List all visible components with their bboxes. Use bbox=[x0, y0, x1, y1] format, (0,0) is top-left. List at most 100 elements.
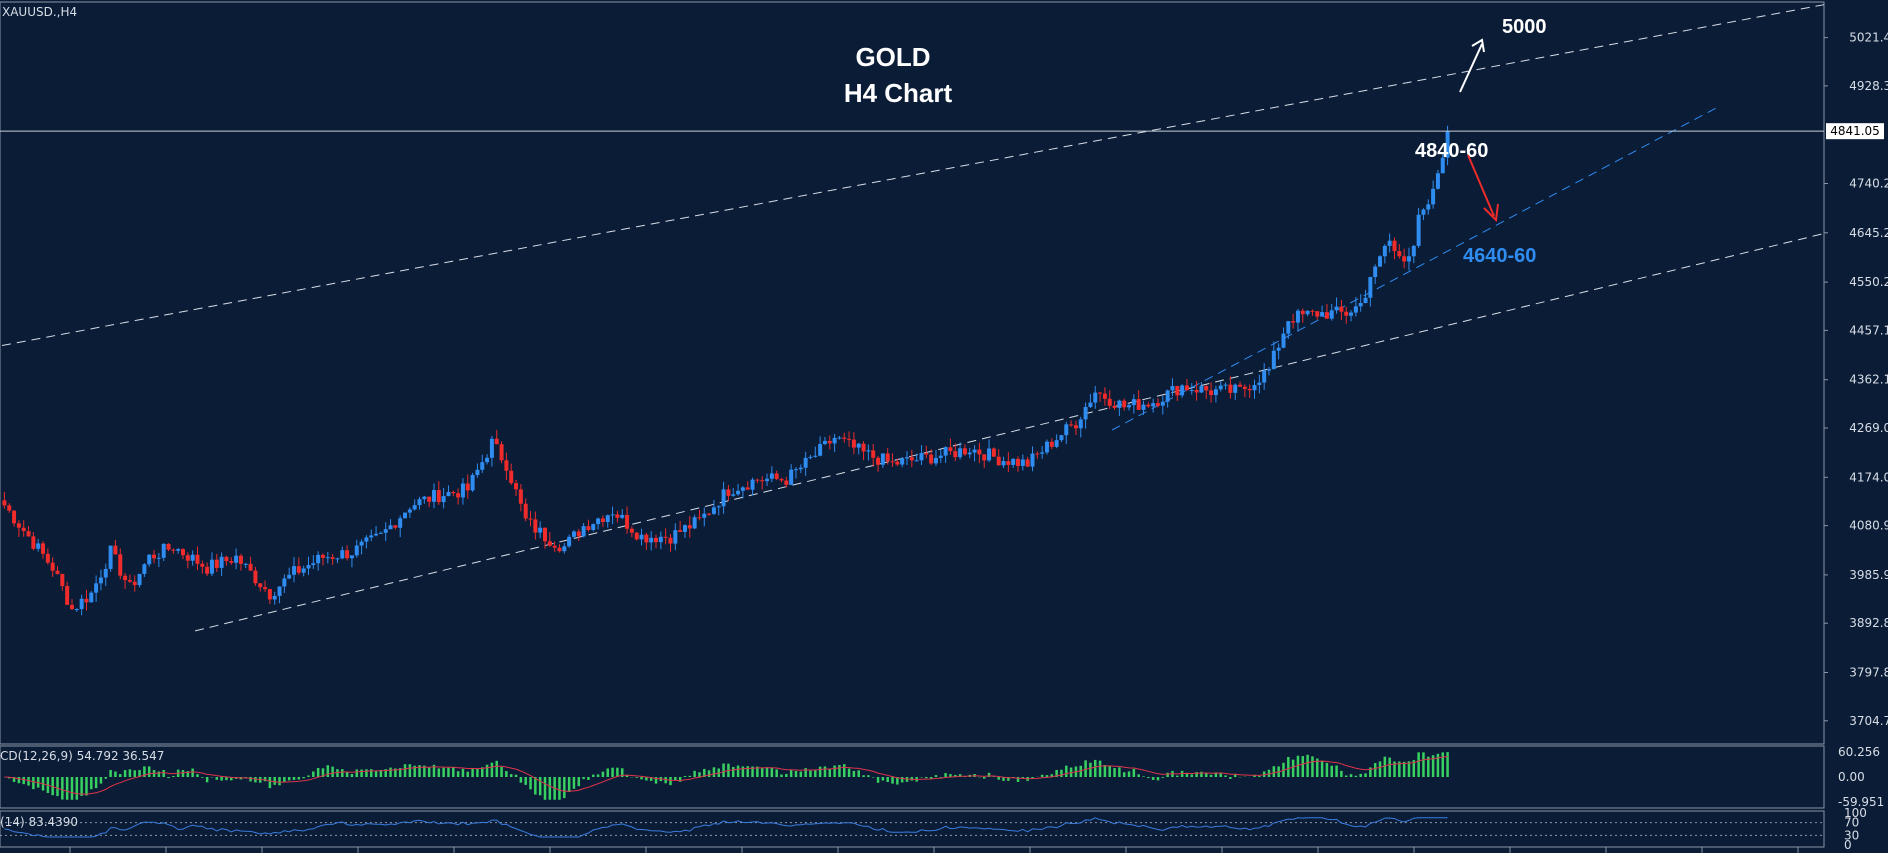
candle-body bbox=[74, 609, 79, 611]
candle-body bbox=[822, 440, 827, 445]
candle-body bbox=[320, 554, 325, 558]
candle-body bbox=[750, 479, 755, 490]
rsi-series bbox=[4, 817, 1448, 838]
candle-body bbox=[98, 577, 103, 584]
candle-body bbox=[914, 460, 919, 462]
candle-body bbox=[866, 450, 871, 452]
candle-body bbox=[924, 453, 929, 455]
candle-body bbox=[417, 499, 422, 506]
candle-body bbox=[1059, 435, 1064, 441]
up-arrow-icon bbox=[1459, 43, 1483, 93]
candle-body bbox=[1406, 256, 1411, 262]
candle-body bbox=[272, 595, 277, 600]
candle-body bbox=[726, 489, 731, 496]
candle-body bbox=[1180, 385, 1185, 396]
candle-body bbox=[441, 496, 446, 503]
candle-body bbox=[1426, 204, 1431, 210]
candle-body bbox=[2, 500, 7, 506]
candle-body bbox=[89, 592, 94, 603]
candle-body bbox=[422, 496, 427, 500]
candle-body bbox=[200, 563, 205, 567]
candle-body bbox=[644, 534, 649, 543]
candle-body bbox=[31, 536, 36, 549]
candle-body bbox=[610, 514, 615, 516]
current-price-box bbox=[1826, 123, 1884, 140]
candle-body bbox=[697, 517, 702, 519]
candle-body bbox=[311, 563, 316, 566]
macd-label: CD(12,26,9) 54.792 36.547 bbox=[0, 749, 164, 763]
candle-body bbox=[895, 461, 900, 465]
candle-body bbox=[1387, 240, 1392, 246]
candle-body bbox=[1078, 419, 1083, 429]
candle-body bbox=[1199, 386, 1204, 393]
candle-body bbox=[1155, 403, 1160, 406]
current-price-marker: 4841.05 bbox=[0, 123, 1884, 140]
candle-body bbox=[982, 454, 987, 461]
candle-body bbox=[832, 437, 837, 444]
candle-body bbox=[132, 581, 137, 586]
candle-body bbox=[760, 480, 765, 482]
candle-body bbox=[504, 460, 509, 471]
candle-body bbox=[1233, 384, 1238, 393]
candle-body bbox=[591, 524, 596, 530]
candle-body bbox=[1271, 350, 1276, 370]
candle-body bbox=[905, 457, 909, 459]
candle-body bbox=[152, 554, 157, 559]
candle-body bbox=[451, 491, 456, 494]
candle-body bbox=[1421, 209, 1426, 215]
candle-body bbox=[620, 514, 625, 518]
candle-body bbox=[967, 452, 972, 455]
candle-body bbox=[514, 483, 519, 490]
candle-body bbox=[943, 447, 948, 456]
candle-body bbox=[301, 568, 306, 573]
candle-body bbox=[991, 448, 996, 457]
candle-body bbox=[1257, 382, 1262, 385]
candle-body bbox=[1213, 389, 1218, 396]
candle-body bbox=[431, 490, 436, 502]
rsi-line bbox=[0, 817, 1824, 838]
candle-body bbox=[745, 487, 750, 490]
candle-body bbox=[103, 568, 108, 578]
candle-body bbox=[1267, 369, 1271, 371]
candle-body bbox=[1006, 461, 1011, 465]
candle-body bbox=[156, 557, 161, 559]
candle-body bbox=[774, 473, 779, 479]
candle-body bbox=[1344, 311, 1349, 316]
candle-body bbox=[55, 570, 60, 574]
candle-body bbox=[1228, 384, 1233, 393]
candle-body bbox=[190, 554, 195, 561]
candle-body bbox=[209, 559, 214, 574]
candle-body bbox=[137, 573, 142, 586]
candle-body bbox=[1088, 402, 1093, 407]
candle-body bbox=[596, 518, 601, 525]
candle-body bbox=[494, 438, 499, 445]
target-5000-label: 5000 bbox=[1502, 16, 1547, 38]
candle-body bbox=[1098, 392, 1103, 394]
candle-body bbox=[996, 456, 1001, 466]
candle-body bbox=[813, 455, 818, 457]
main-pane-frame bbox=[0, 1, 1825, 745]
candle-body bbox=[885, 453, 890, 462]
candle-body bbox=[369, 535, 374, 538]
candle-body bbox=[1440, 157, 1445, 174]
candle-body bbox=[1402, 256, 1407, 262]
candle-body bbox=[470, 474, 475, 491]
candle-body bbox=[919, 453, 924, 461]
candle-body bbox=[1349, 312, 1354, 316]
candle-body bbox=[436, 490, 441, 503]
candle-body bbox=[528, 518, 533, 520]
candle-body bbox=[827, 440, 832, 444]
candle-body bbox=[929, 454, 934, 464]
candle-body bbox=[1141, 404, 1146, 410]
candle-body bbox=[1001, 461, 1006, 466]
candle-body bbox=[721, 489, 726, 507]
price-tick-label: 3797.80 bbox=[1849, 665, 1888, 679]
candle-body bbox=[562, 546, 567, 552]
price-tick-label: 5021.40 bbox=[1849, 31, 1888, 45]
candle-body bbox=[1112, 405, 1117, 408]
candle-body bbox=[571, 531, 576, 537]
candle-body bbox=[1286, 321, 1291, 334]
candle-body bbox=[1170, 386, 1175, 391]
candle-body bbox=[1069, 424, 1074, 426]
candle-body bbox=[176, 549, 181, 551]
